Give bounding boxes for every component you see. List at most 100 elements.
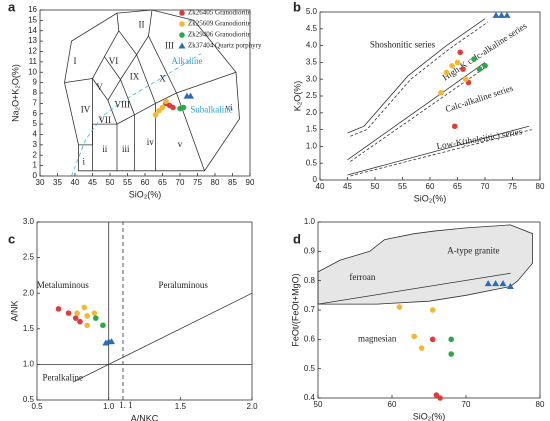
y-tick-label: 0.8 [304,276,316,285]
panel-label: c [8,231,15,246]
data-point [170,104,176,111]
x-tick-label: 50 [106,178,115,187]
annotation: i [82,157,85,167]
legend-marker [179,10,185,16]
y-tick-label: 2.5 [306,91,318,100]
y-tick-label: 2 [33,150,38,159]
y-tick-label: 4.5 [306,24,318,33]
data-point [492,280,500,287]
data-point [438,89,444,96]
x-tick-label: 0.5 [31,402,43,411]
legend-label: Zk29406 Granodiorite [188,31,251,39]
panel-label: a [8,0,16,14]
x-tick-label: 80 [536,400,545,409]
y-axis-label: K₂O(%) [292,81,302,112]
y-tick-label: 0.5 [23,395,35,404]
y-tick-label: 0 [33,171,38,180]
data-point [448,351,455,357]
annotation: Peralkaline [43,373,83,383]
legend-marker [178,42,186,49]
y-tick-label: 9 [33,78,38,87]
data-point [484,280,492,287]
field-boundary [64,55,121,83]
field-boundary [317,272,511,305]
x-axis-label: SiO₂(%) [414,193,447,203]
x-tick-label: 90 [246,178,255,187]
data-point [437,395,443,401]
annotation: A-type granite [447,245,499,255]
data-point [152,111,159,118]
annotation: Shoshonitic series [370,40,436,50]
x-tick-label: 45 [343,182,352,191]
x-tick-label: 70 [481,182,490,191]
data-point [460,66,466,72]
data-point [91,310,98,316]
y-tick-label: 8 [33,88,38,97]
y-tick-label: 3.0 [306,74,318,83]
panel-label: d [293,231,301,246]
x-tick-label: 40 [316,182,325,191]
y-tick-label: 0 [313,175,318,184]
x-tick-label: 1.5 [175,402,187,411]
x-tick-label: 80 [536,182,545,191]
y-tick-label: 0.9 [304,246,316,255]
legend-label: Zk26405 Granodiorite [188,9,251,17]
data-point [449,62,455,69]
data-point [159,104,166,111]
data-point [476,66,483,72]
annotation: VII [99,115,112,125]
field-boundary [347,18,486,134]
y-tick-label: 10 [28,67,37,76]
annotation: ferroan [349,272,375,282]
y-tick-label: 0.5 [306,158,318,167]
y-tick-label: 1.0 [304,217,316,226]
field-boundary [350,65,489,162]
annotation: ii [102,144,108,154]
y-tick-label: 0.4 [304,393,316,402]
x-tick-label: 60 [426,182,435,191]
field-boundary [116,13,120,31]
y-tick-label: 1 [33,161,38,170]
y-tick-label: 1.0 [23,360,35,369]
field-boundary [92,77,118,125]
y-tick-label: 2.0 [23,288,35,297]
data-point [55,306,62,312]
field-boundary [347,62,486,161]
y-tick-label: 0.5 [304,364,316,373]
y-tick-label: 4.0 [306,41,318,50]
x-tick-label: 65 [453,182,462,191]
panel-label: b [293,0,301,14]
x-tick-label: 50 [371,182,380,191]
x-tick-label: 70 [462,400,471,409]
data-point [429,336,436,343]
y-axis-label: FeOt/(FeOt+MgO) [290,273,300,346]
x-tick-label: 1.0 [103,402,115,411]
annotation: vi [225,103,233,113]
plot-frame [36,221,253,401]
y-tick-label: 0.6 [304,334,316,343]
data-point [506,283,514,290]
y-tick-label: 11 [29,57,38,66]
y-tick-label: 2.5 [23,253,35,262]
data-point [503,11,511,18]
x-tick-label: 40 [71,178,80,187]
data-point [462,76,469,82]
data-point [92,315,99,321]
data-point [72,315,79,321]
annotation: High-K calc-alkaline series [440,20,528,82]
x-tick-label: 35 [53,178,62,187]
data-point [429,307,436,313]
y-tick-label: 3.5 [306,58,318,67]
annotation: Peraluminous [158,280,208,290]
y-tick-label: 7 [33,98,38,107]
x-axis-label: A/NKC [131,413,159,421]
x-tick-label: 55 [398,182,407,191]
x-tick-label: 2.0 [246,402,258,411]
data-point [451,123,458,130]
data-point [77,318,83,325]
y-tick-label: 0.7 [304,305,316,314]
annotation: X [159,74,166,84]
annotation: I [74,56,77,66]
annotation: VI [109,56,119,66]
y-axis-label: Na₂O+K₂O(%) [10,64,20,122]
